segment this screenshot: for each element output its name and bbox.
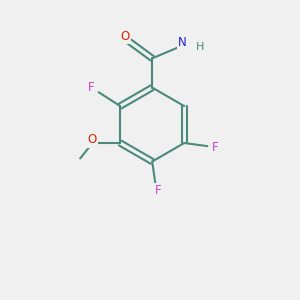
Text: F: F [155,184,162,197]
Text: F: F [212,141,218,154]
Text: O: O [121,29,130,43]
Text: F: F [88,81,94,94]
Text: O: O [88,134,97,146]
Text: H: H [196,42,204,52]
Text: N: N [178,36,187,49]
